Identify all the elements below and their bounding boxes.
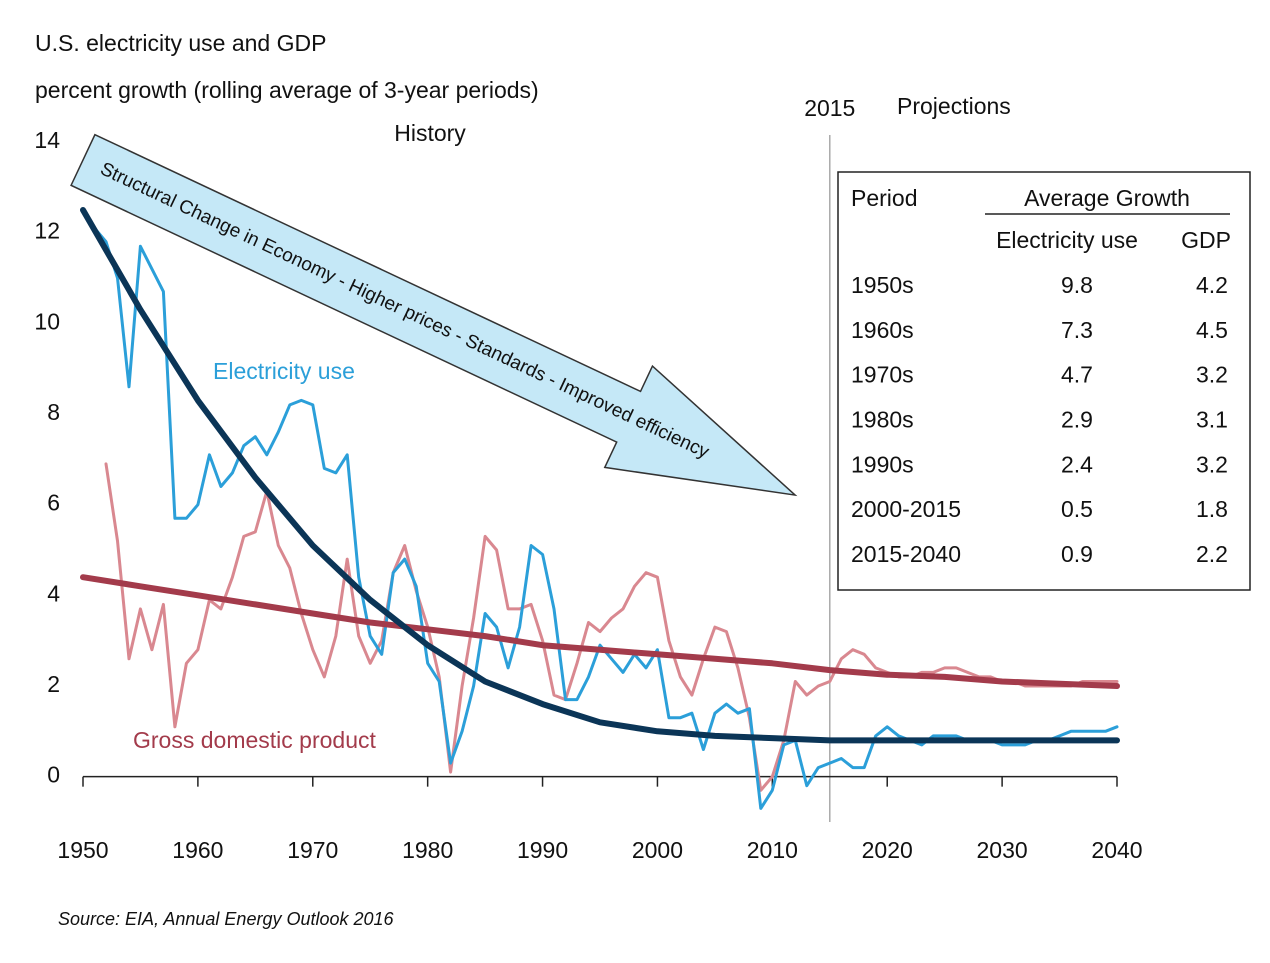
y-tick-label: 2 xyxy=(47,671,60,697)
x-tick-label: 1950 xyxy=(57,837,108,863)
table-cell: 7.3 xyxy=(1061,317,1093,343)
x-tick-label: 2020 xyxy=(862,837,913,863)
divider-label: 2015 xyxy=(804,95,855,121)
table-cell: 1980s xyxy=(851,406,914,432)
table-cell: 3.1 xyxy=(1196,406,1228,432)
table-cell: 1960s xyxy=(851,317,914,343)
chart-subtitle: percent growth (rolling average of 3-yea… xyxy=(35,77,539,103)
chart-title: U.S. electricity use and GDP xyxy=(35,30,326,56)
arrow-text: Structural Change in Economy - Higher pr… xyxy=(97,159,713,464)
y-tick-label: 0 xyxy=(47,762,60,788)
table: Period Average Growth Electricity use GD… xyxy=(837,171,1251,591)
x-tick-label: 2040 xyxy=(1091,837,1142,863)
series-line xyxy=(104,462,1119,792)
table-box xyxy=(837,171,1251,591)
y-tick-label: 8 xyxy=(47,399,60,425)
table-cell: 2.9 xyxy=(1061,406,1093,432)
table-cell: 4.7 xyxy=(1061,362,1093,388)
table-cell: 1990s xyxy=(851,451,914,477)
x-tick-label: 1990 xyxy=(517,837,568,863)
table-cell: 1970s xyxy=(851,362,914,388)
table-cell: 1.8 xyxy=(1196,496,1228,522)
y-tick-label: 14 xyxy=(34,127,60,153)
series-line xyxy=(80,574,1120,689)
table-cell: 3.2 xyxy=(1196,362,1228,388)
table-cell: 3.2 xyxy=(1196,451,1228,477)
x-tick-label: 2010 xyxy=(747,837,798,863)
y-tick-label: 4 xyxy=(47,580,60,606)
table-cell: 9.8 xyxy=(1061,272,1093,298)
table-header: Period xyxy=(851,185,917,211)
series-line xyxy=(80,207,1120,744)
table-cell: 2015-2040 xyxy=(851,541,961,567)
table-cell: 2.2 xyxy=(1196,541,1228,567)
table-cell: 0.5 xyxy=(1061,496,1093,522)
x-tick-label: 1960 xyxy=(172,837,223,863)
projection-label: Projections xyxy=(897,93,1011,119)
x-tick-label: 1970 xyxy=(287,837,338,863)
y-tick-label: 12 xyxy=(34,218,60,244)
table-header: Electricity use xyxy=(996,227,1138,253)
table-cell: 4.5 xyxy=(1196,317,1228,343)
x-tick-label: 2030 xyxy=(977,837,1028,863)
source: Source: EIA, Annual Energy Outlook 2016 xyxy=(58,909,395,929)
table-cell: 1950s xyxy=(851,272,914,298)
series-label: Gross domestic product xyxy=(133,727,376,753)
table-cell: 0.9 xyxy=(1061,541,1093,567)
history-label: History xyxy=(394,120,466,146)
x-tick-label: 2000 xyxy=(632,837,683,863)
table-cell: 4.2 xyxy=(1196,272,1228,298)
x-tick-label: 1980 xyxy=(402,837,453,863)
table-cell: 2.4 xyxy=(1061,451,1093,477)
arrow-shape xyxy=(70,133,798,497)
y-tick-label: 6 xyxy=(47,490,60,516)
table-header: Average Growth xyxy=(1024,185,1190,211)
table-header: GDP xyxy=(1181,227,1231,253)
y-tick-label: 10 xyxy=(34,308,60,334)
table-cell: 2000-2015 xyxy=(851,496,961,522)
series-label: Electricity use xyxy=(213,358,355,384)
